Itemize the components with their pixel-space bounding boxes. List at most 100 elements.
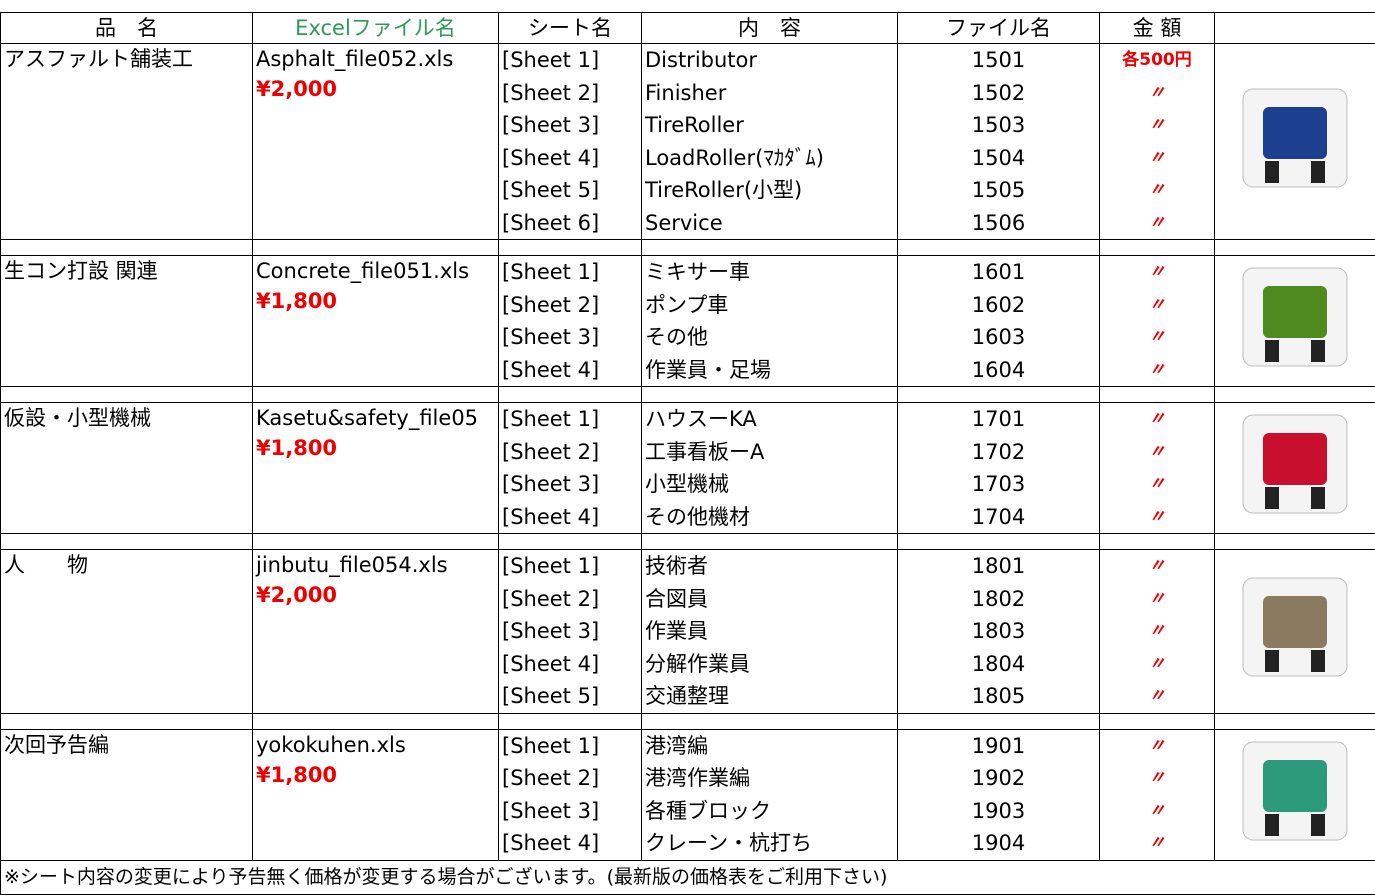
spacer-cell: [1100, 387, 1215, 403]
content: ハウスーKA: [642, 403, 898, 436]
file-number: 1604: [898, 354, 1100, 387]
content: 港湾編: [642, 729, 898, 762]
item-name: 仮設・小型機械: [1, 403, 253, 534]
amount: 各500円: [1100, 44, 1215, 77]
file-name: Concrete_file051.xls: [256, 256, 495, 286]
excel-file: jinbutu_file054.xls¥2,000: [253, 550, 499, 714]
amount: 〃: [1100, 77, 1215, 110]
amount: 〃: [1100, 289, 1215, 322]
sheet-name: [Sheet 6]: [499, 207, 642, 240]
sheet-name: [Sheet 4]: [499, 142, 642, 175]
price: ¥1,800: [256, 433, 495, 463]
spacer-cell: [1, 240, 253, 256]
content: 各種ブロック: [642, 795, 898, 828]
content: TireRoller: [642, 109, 898, 142]
content: 技術者: [642, 550, 898, 583]
spacer-cell: [1, 387, 253, 403]
excel-file: Concrete_file051.xls¥1,800: [253, 256, 499, 387]
content: 作業員: [642, 615, 898, 648]
amount: 〃: [1100, 468, 1215, 501]
file-number: 1805: [898, 680, 1100, 713]
amount: 〃: [1100, 501, 1215, 534]
spacer-cell: [253, 387, 499, 403]
item-name: 生コン打設 関連: [1, 256, 253, 387]
image-cell: [1215, 403, 1375, 534]
spacer-cell: [642, 387, 898, 403]
amount: 〃: [1100, 827, 1215, 860]
header-cell: Excelファイル名: [253, 13, 499, 44]
header-cell: 内 容: [642, 13, 898, 44]
spacer-cell: [1, 534, 253, 550]
image-cell: [1215, 256, 1375, 387]
sheet-name: [Sheet 4]: [499, 501, 642, 534]
file-name: Asphalt_file052.xls: [256, 44, 495, 74]
price: ¥1,800: [256, 286, 495, 316]
item-name: 人 物: [1, 550, 253, 714]
file-number: 1701: [898, 403, 1100, 436]
sheet-name: [Sheet 5]: [499, 174, 642, 207]
file-number: 1903: [898, 795, 1100, 828]
illustration: [1235, 572, 1355, 682]
spacer-cell: [1100, 713, 1215, 729]
content: その他機材: [642, 501, 898, 534]
content: Distributor: [642, 44, 898, 77]
sheet-name: [Sheet 4]: [499, 827, 642, 860]
content: 分解作業員: [642, 648, 898, 681]
spacer-cell: [499, 387, 642, 403]
footer-note: ※シート内容の変更により予告無く価格が変更する場合がございます。(最新版の価格表…: [1, 860, 1375, 894]
item-name: 次回予告編: [1, 729, 253, 860]
file-number: 1802: [898, 583, 1100, 616]
content: ポンプ車: [642, 289, 898, 322]
file-number: 1902: [898, 762, 1100, 795]
file-number: 1501: [898, 44, 1100, 77]
sheet-name: [Sheet 2]: [499, 289, 642, 322]
image-cell: [1215, 550, 1375, 714]
content: Finisher: [642, 77, 898, 110]
header-cell: [1215, 13, 1375, 44]
sheet-name: [Sheet 3]: [499, 109, 642, 142]
spacer-cell: [1215, 713, 1375, 729]
amount: 〃: [1100, 109, 1215, 142]
illustration: [1235, 736, 1355, 846]
header-cell: ファイル名: [898, 13, 1100, 44]
amount: 〃: [1100, 648, 1215, 681]
sheet-name: [Sheet 4]: [499, 354, 642, 387]
spacer-cell: [898, 534, 1100, 550]
file-number: 1505: [898, 174, 1100, 207]
file-number: 1506: [898, 207, 1100, 240]
spacer-row: [1, 387, 1375, 403]
amount: 〃: [1100, 762, 1215, 795]
spacer-cell: [898, 240, 1100, 256]
sheet-name: [Sheet 1]: [499, 403, 642, 436]
sheet-name: [Sheet 2]: [499, 583, 642, 616]
file-number: 1801: [898, 550, 1100, 583]
sheet-name: [Sheet 2]: [499, 77, 642, 110]
spacer-cell: [898, 713, 1100, 729]
amount: 〃: [1100, 436, 1215, 469]
content: 合図員: [642, 583, 898, 616]
price: ¥2,000: [256, 580, 495, 610]
footer-row: ※シート内容の変更により予告無く価格が変更する場合がございます。(最新版の価格表…: [1, 860, 1375, 894]
spacer-cell: [499, 534, 642, 550]
file-name: jinbutu_file054.xls: [256, 550, 495, 580]
sheet-name: [Sheet 2]: [499, 436, 642, 469]
amount: 〃: [1100, 680, 1215, 713]
file-name: yokokuhen.xls: [256, 730, 495, 760]
amount: 〃: [1100, 321, 1215, 354]
sheet-name: [Sheet 3]: [499, 321, 642, 354]
spacer-row: [1, 240, 1375, 256]
spacer-cell: [1100, 240, 1215, 256]
illustration: [1235, 262, 1355, 372]
file-number: 1502: [898, 77, 1100, 110]
file-number: 1601: [898, 256, 1100, 289]
sheet-name: [Sheet 1]: [499, 256, 642, 289]
illustration: [1235, 83, 1355, 193]
amount: 〃: [1100, 795, 1215, 828]
sheet-name: [Sheet 1]: [499, 729, 642, 762]
amount: 〃: [1100, 550, 1215, 583]
spacer-cell: [253, 534, 499, 550]
spacer-cell: [253, 240, 499, 256]
